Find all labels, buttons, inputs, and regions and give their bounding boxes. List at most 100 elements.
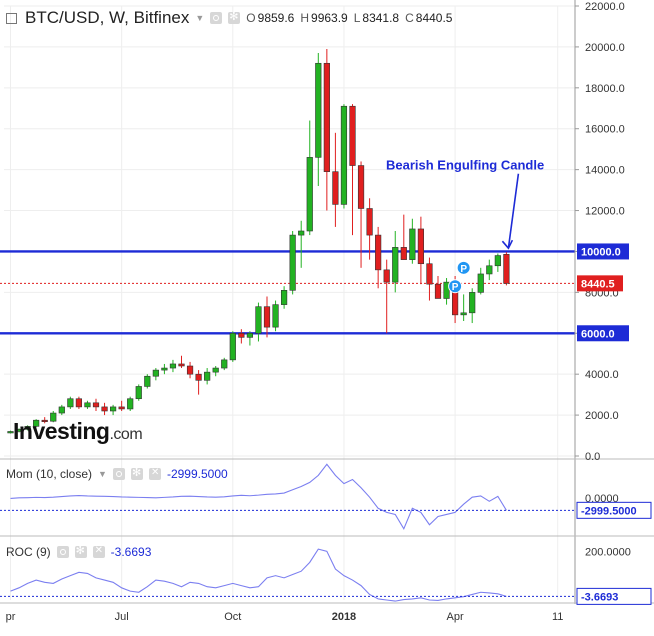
mom-legend: Mom (10, close) ▼ -2999.5000	[6, 466, 228, 481]
x-tick-label: pr	[6, 611, 16, 623]
candle-body	[186, 365, 194, 375]
candle-body	[460, 312, 467, 316]
roc-close-icon[interactable]	[92, 545, 105, 558]
x-tick-label: 11	[552, 611, 563, 623]
candle-body	[75, 398, 82, 408]
level-lines	[0, 250, 575, 335]
candle-body	[178, 363, 185, 367]
candle-body	[238, 332, 245, 338]
level-badge-label: 6000.0	[581, 328, 615, 340]
y-tick-label: 12000.0	[585, 206, 625, 218]
roc-gear-icon[interactable]	[74, 544, 87, 558]
candle-body	[400, 247, 407, 260]
candle-body	[280, 290, 288, 305]
candle-body	[469, 292, 476, 314]
roc-eye-icon[interactable]	[56, 546, 69, 558]
candle-body	[110, 406, 117, 412]
candle-body	[161, 367, 168, 371]
candle-body	[289, 234, 296, 291]
y-tick-label: 4000.0	[585, 369, 619, 381]
annotation-group: Bearish Engulfing Candle	[386, 158, 544, 250]
candle-body	[135, 386, 142, 400]
pivot-marker	[448, 279, 463, 294]
candle-body	[101, 406, 108, 412]
symbol-title[interactable]: BTC/USD, W, Bitfinex	[25, 8, 190, 27]
y-tick-label: 16000.0	[585, 124, 625, 136]
y-tick-label: 18000.0	[585, 83, 625, 95]
candle-body	[503, 254, 510, 284]
pivot-marker-label: P	[460, 264, 467, 275]
candle-body	[375, 234, 382, 271]
candle-body	[417, 228, 425, 265]
candle-body	[127, 398, 134, 410]
candle-body	[409, 228, 416, 260]
collapse-icon[interactable]	[6, 12, 17, 24]
candle-body	[15, 429, 23, 432]
x-tick-label: Oct	[224, 611, 241, 623]
eye-icon[interactable]	[210, 12, 223, 24]
mom-gear-icon[interactable]	[130, 466, 143, 480]
candle-body	[392, 247, 399, 283]
mom-legend-label[interactable]: Mom (10, close)	[6, 467, 93, 481]
last-price-label: 8440.5	[581, 278, 615, 290]
x-tick-label: 2018	[332, 611, 356, 623]
y-tick-label: 14000.0	[585, 165, 625, 177]
last-price-badge	[577, 275, 623, 292]
pivot-marker	[456, 260, 471, 275]
candle-body	[255, 306, 262, 334]
x-tick-label: Jul	[115, 611, 129, 623]
candle-body	[7, 431, 14, 434]
mom-close-icon[interactable]	[148, 467, 161, 480]
level-badge	[577, 243, 629, 260]
candle-body	[383, 269, 390, 283]
pivot-marker-label: P	[452, 282, 459, 293]
ohlc-open: O 9859.6	[246, 11, 295, 25]
candle-body	[152, 369, 159, 377]
candles: PP	[7, 48, 510, 434]
mom-legend-value: -2999.5000	[166, 467, 228, 481]
ohlc-close: C 8440.5	[405, 11, 453, 25]
candle-body	[477, 273, 484, 293]
candle-body	[41, 419, 48, 423]
y-tick-label: 2000.0	[585, 410, 619, 422]
annotation-arrowhead	[501, 239, 514, 250]
grid	[4, 5, 575, 600]
candle-body	[92, 402, 100, 408]
candle-body	[58, 406, 65, 414]
mom-indicator	[0, 463, 575, 531]
roc-axis-label: 200.0000	[585, 546, 631, 558]
axes	[0, 0, 654, 604]
candle-body	[486, 265, 493, 275]
roc-legend-label[interactable]: ROC (9)	[6, 545, 51, 559]
y-tick-label: 0.0	[585, 451, 600, 463]
annotation-arrow	[507, 173, 520, 249]
mom-value-badge	[576, 501, 652, 519]
gear-icon[interactable]	[228, 10, 241, 24]
candle-body	[204, 371, 211, 381]
y-tick-label: 20000.0	[585, 42, 625, 54]
mom-eye-icon[interactable]	[112, 468, 125, 480]
candle-body	[169, 363, 177, 369]
candle-body	[349, 105, 356, 166]
candle-body	[246, 332, 254, 338]
candle-body	[33, 419, 40, 427]
mom-dropdown-icon[interactable]: ▼	[98, 469, 107, 479]
symbol-dropdown-icon[interactable]: ▼	[195, 13, 205, 23]
candle-body	[298, 230, 305, 236]
candle-body	[221, 359, 228, 369]
candle-body	[144, 375, 151, 387]
candle-body	[340, 105, 348, 205]
candle-body	[443, 281, 450, 299]
candle-body	[212, 367, 219, 373]
candle-body	[50, 412, 57, 422]
candle-body	[315, 62, 322, 158]
candle-body	[323, 62, 330, 172]
roc-value-label: -3.6693	[581, 591, 618, 603]
candle-body	[195, 373, 202, 381]
roc-value-badge	[576, 587, 652, 605]
investing-logo: Investing.com	[13, 418, 143, 444]
annotation-text: Bearish Engulfing Candle	[386, 158, 544, 173]
candle-body	[306, 157, 313, 232]
